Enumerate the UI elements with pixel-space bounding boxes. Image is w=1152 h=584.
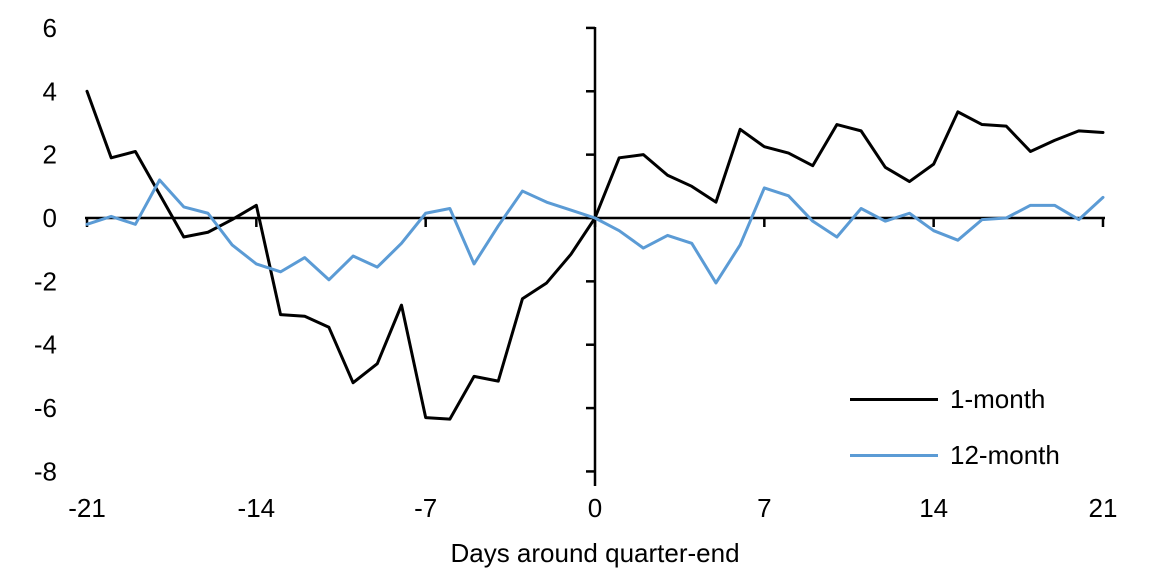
- legend-item-1-month: 1-month: [850, 384, 1060, 414]
- x-tick-label--21: -21: [68, 493, 106, 523]
- legend-label-1-month: 1-month: [950, 384, 1046, 414]
- x-tick-label-0: 0: [588, 493, 602, 523]
- legend-line-sample-1-month: [850, 397, 938, 401]
- y-tick-label-0: 0: [43, 203, 57, 233]
- y-tick-label-4: 4: [43, 76, 57, 106]
- x-tick-label-21: 21: [1089, 493, 1118, 523]
- x-tick-label-14: 14: [919, 493, 948, 523]
- y-tick-label--6: -6: [34, 393, 57, 423]
- x-tick-label-7: 7: [757, 493, 771, 523]
- y-tick-label--4: -4: [34, 330, 57, 360]
- legend: 1-month 12-month: [850, 384, 1060, 470]
- legend-label-12-month: 12-month: [950, 440, 1060, 470]
- legend-item-12-month: 12-month: [850, 440, 1060, 470]
- y-tick-label-2: 2: [43, 140, 57, 170]
- x-tick-label--7: -7: [414, 493, 437, 523]
- x-axis-title: Days around quarter-end: [450, 538, 740, 568]
- legend-line-sample-12-month: [850, 453, 938, 457]
- series-line-12-month: [85, 178, 1105, 285]
- x-tick-label--14: -14: [238, 493, 276, 523]
- y-tick-label--8: -8: [34, 456, 57, 486]
- y-tick-label--2: -2: [34, 266, 57, 296]
- y-tick-label-6: 6: [43, 13, 57, 43]
